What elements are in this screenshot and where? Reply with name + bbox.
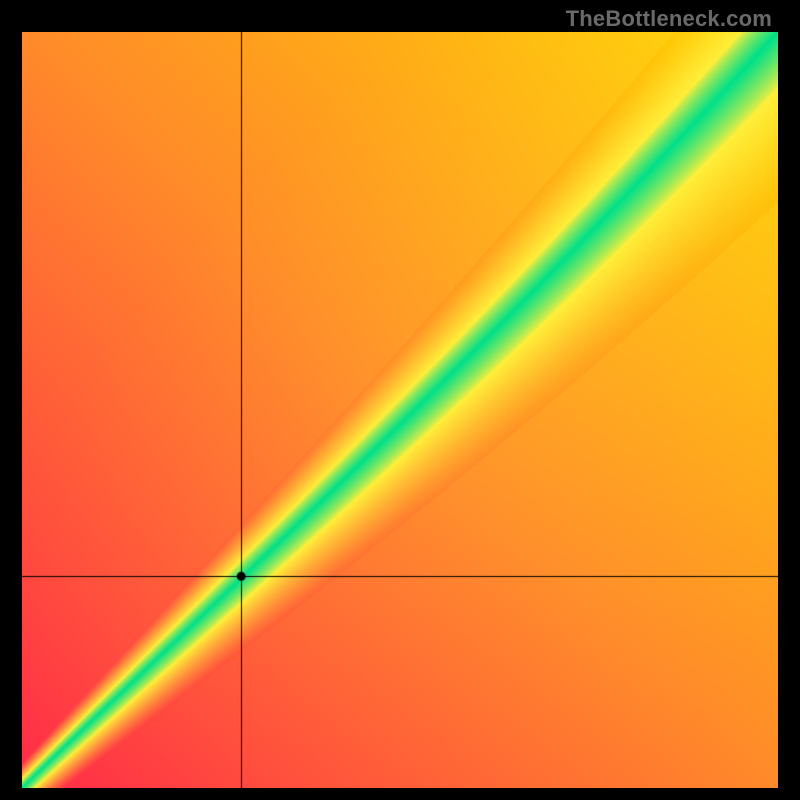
overlay-canvas: [22, 32, 778, 788]
watermark-text: TheBottleneck.com: [566, 6, 772, 32]
figure-container: TheBottleneck.com: [0, 0, 800, 800]
plot-area: [22, 32, 778, 788]
